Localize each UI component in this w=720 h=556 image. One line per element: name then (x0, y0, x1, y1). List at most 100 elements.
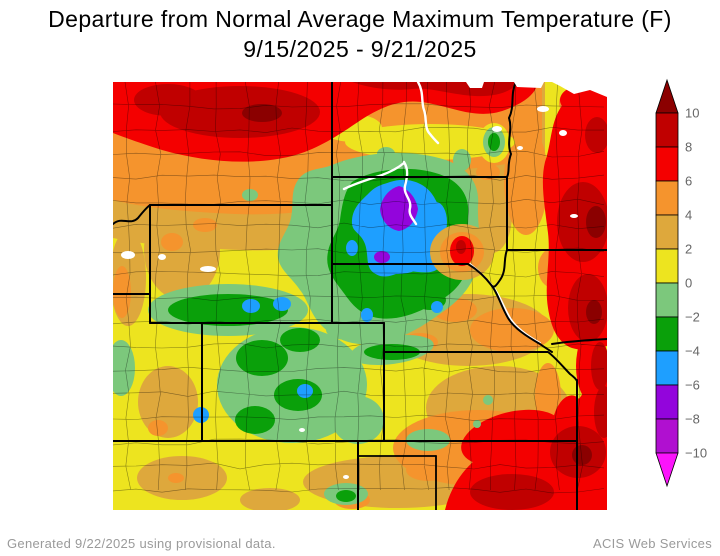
anomaly-fill-green (488, 133, 500, 151)
river (121, 251, 135, 259)
anomaly-fill-maroon (586, 300, 602, 324)
state-boundary (113, 204, 151, 225)
anomaly-fill-darkred (557, 182, 607, 262)
colorbar-band--8to-6 (655, 384, 679, 420)
colorbar-band--6to-4 (655, 350, 679, 386)
state-boundaries (113, 82, 607, 510)
river (559, 130, 567, 136)
anomaly-fill-lightgreen (473, 420, 481, 428)
anomaly-fill-blue (361, 308, 373, 322)
anomaly-fill-green (235, 406, 275, 434)
river (537, 106, 549, 112)
anomaly-fill-darkred (134, 82, 607, 510)
colorbar-tick-label: −4 (685, 344, 700, 359)
colorbar-band--4to-2 (655, 316, 679, 352)
river (570, 214, 578, 218)
colorbar-tick-label: 6 (685, 174, 692, 189)
anomaly-fill-maroon (242, 104, 282, 122)
anomaly-fill-blue (346, 240, 358, 256)
anomaly-fill-blue (273, 297, 291, 311)
colorbar-tick-label: −6 (685, 378, 700, 393)
state-boundary (491, 176, 508, 288)
state-boundary (331, 263, 553, 353)
state-boundary (383, 351, 578, 382)
anomaly-fill-darkred (470, 474, 554, 510)
river (342, 161, 406, 191)
anomaly-fill-darkred (585, 117, 607, 153)
anomaly-fill-green (336, 490, 356, 502)
anomaly-fill-blue (297, 384, 313, 398)
colorbar-band-8to10 (655, 112, 679, 148)
anomaly-fill-red (461, 409, 563, 467)
colorbar-band-4to6 (655, 180, 679, 216)
warm-bullseye-sd-ne-border (456, 240, 466, 254)
colorbar-arrow-above-10 (655, 78, 679, 114)
anomaly-fill-orange (504, 125, 548, 235)
anomaly-fill-maroon (586, 206, 606, 238)
no-data-notch (466, 82, 607, 97)
anomaly-fill-lightgreen (113, 340, 135, 396)
acis-credit: ACIS Web Services (592, 536, 712, 551)
anomaly-fill-darkred (594, 386, 607, 438)
anomaly-fill-lightgreen (483, 395, 493, 405)
river (158, 254, 166, 260)
anomaly-fill-lightgreen (377, 147, 395, 161)
anomaly-fill-darkred (134, 84, 202, 116)
river (299, 428, 305, 432)
anomaly-fill-darkred (591, 342, 607, 390)
anomaly-fill-orange (148, 420, 168, 436)
anomaly-fill-lightgreen (453, 149, 471, 171)
colorbar-band-6to8 (655, 146, 679, 182)
river (200, 266, 216, 272)
colorbar-arrow-below-minus10 (655, 452, 679, 488)
state-boundary (551, 338, 607, 345)
colorbar-legend: 10 8 6 4 2 0 −2 −4 −6 −8 −10 (655, 78, 707, 488)
anomaly-fill-lightgreen (332, 396, 384, 444)
anomaly-fill-blue (431, 301, 443, 313)
colorbar-tick-label: 2 (685, 242, 692, 257)
anomaly-fill-violet (374, 251, 390, 263)
colorbar-tick-label: −8 (685, 412, 700, 427)
anomaly-fill-green (168, 294, 288, 326)
anomaly-fill-blue (242, 299, 260, 313)
colorbar-band-0to2 (655, 248, 679, 284)
colorbar-tick-label: −2 (685, 310, 700, 325)
title-line1: Departure from Normal Average Maximum Te… (48, 6, 672, 32)
county-boundaries (113, 82, 605, 494)
anomaly-fill-green (236, 340, 288, 376)
anomaly-fill-green (280, 328, 320, 352)
colorbar-tick-label: 8 (685, 140, 692, 155)
no-data-notch (466, 82, 484, 88)
no-data-notch (514, 82, 544, 88)
colorbar-tick-label: 4 (685, 208, 692, 223)
anomaly-fill-lightgreen (242, 189, 258, 201)
anomaly-fill-orange (161, 233, 183, 251)
colorbar-tick-label: 10 (685, 106, 699, 121)
no-data-notch (552, 82, 607, 97)
river (517, 146, 523, 150)
anomaly-fill-orange (406, 459, 450, 481)
river (402, 160, 418, 226)
anomaly-fill-tan (240, 488, 300, 510)
river (416, 82, 440, 145)
state-boundary (506, 82, 517, 178)
anomaly-fill-tan (138, 366, 198, 438)
colorbar-band--2to0 (655, 282, 679, 318)
rivers (121, 82, 578, 479)
figure-title: Departure from Normal Average Maximum Te… (0, 4, 720, 64)
anomaly-fill-orange (168, 473, 184, 483)
anomaly-fill-orange (193, 218, 217, 232)
generated-note: Generated 9/22/2025 using provisional da… (7, 536, 276, 551)
colorbar-tick-label: −10 (685, 446, 707, 461)
title-line2: 9/15/2025 - 9/21/2025 (243, 36, 477, 62)
warm-bullseye-sd-ne-border (430, 224, 494, 280)
colorbar-band--10to-8 (655, 418, 679, 454)
river (343, 475, 349, 479)
anomaly-fill-layer (113, 82, 607, 510)
anomaly-fill-lightgreen (326, 320, 370, 340)
river (492, 126, 502, 132)
colorbar-band-2to4 (655, 214, 679, 250)
colorbar-tick-label: 0 (685, 276, 692, 291)
